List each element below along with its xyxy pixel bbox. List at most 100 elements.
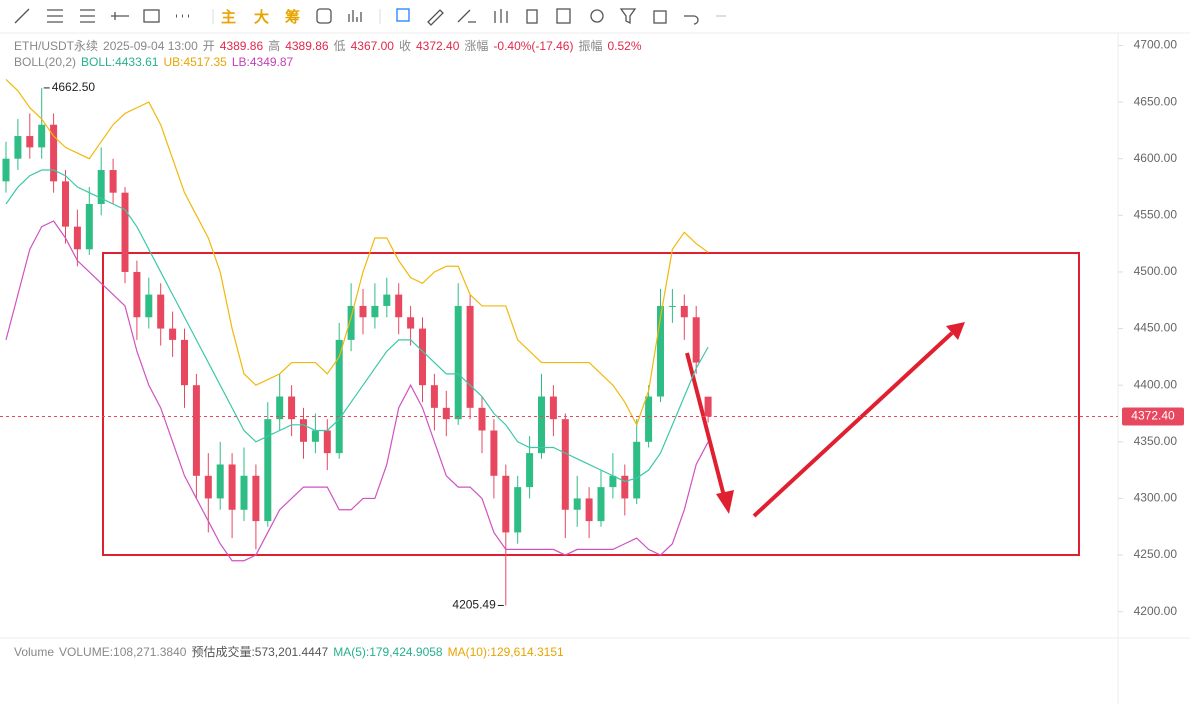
info-label: 高 — [268, 39, 281, 53]
candle-body — [276, 396, 284, 420]
info-value: 4389.86 — [285, 39, 329, 53]
volume-readout: 预估成交量:573,201.4447 — [191, 645, 329, 659]
candle-body — [14, 136, 22, 159]
candle-body — [192, 385, 200, 476]
candle-body — [216, 464, 224, 499]
max-label: 4662.50 — [52, 80, 96, 94]
y-tick-label: 4400.00 — [1134, 377, 1178, 391]
y-tick-label: 4200.00 — [1134, 604, 1178, 618]
candle-body — [657, 305, 664, 397]
candle-body — [228, 464, 236, 510]
candle-body — [478, 407, 486, 431]
info-label: 涨幅 — [464, 39, 489, 53]
indicator-name: BOLL(20,2) — [14, 55, 77, 69]
candle-body — [407, 317, 415, 329]
candle-body — [264, 419, 272, 522]
tool-main[interactable]: 主 — [221, 9, 237, 26]
info-value: -0.40%(-17.46) — [493, 39, 574, 53]
volume-readout: Volume — [14, 645, 55, 659]
candle-body — [204, 475, 212, 499]
candle-body — [383, 294, 391, 306]
candle-body — [26, 136, 34, 148]
candle-body — [668, 305, 676, 307]
candle-body — [169, 328, 177, 340]
candle-body — [609, 475, 617, 488]
volume-bar: Volume VOLUME:108,271.3840 预估成交量:573,201.4… — [14, 643, 569, 660]
candle-body — [157, 294, 165, 329]
candle-body — [2, 158, 10, 182]
candle-body — [645, 396, 653, 442]
symbol: ETH/USDT永续 — [14, 39, 99, 53]
indicator-readout: LB:4349.87 — [231, 55, 294, 69]
candle-body — [323, 430, 331, 454]
min-label: 4205.49 — [452, 598, 496, 612]
volume-readout: MA(5):179,424.9058 — [333, 645, 443, 659]
y-tick-label: 4550.00 — [1134, 207, 1178, 221]
info-value: 4389.86 — [219, 39, 264, 53]
indicator-readout: BOLL:4433.61 — [81, 55, 159, 69]
candle-body — [288, 396, 296, 420]
candle-body — [442, 407, 450, 420]
info-label: 低 — [333, 39, 346, 53]
info-value: 4372.40 — [416, 39, 460, 53]
y-tick-label: 4600.00 — [1134, 151, 1178, 165]
y-tick-label: 4450.00 — [1134, 321, 1178, 335]
candle-body — [240, 475, 248, 510]
bollinger-band — [5, 78, 709, 427]
y-tick-label: 4350.00 — [1134, 434, 1178, 448]
candle-body — [62, 181, 69, 227]
candle-body — [502, 475, 510, 533]
info-bar: ETH/USDT永续 2025-09-04 13:00 开 4389.86 高 4389.… — [14, 37, 647, 54]
last-price-tag — [1122, 407, 1184, 426]
candle-body — [181, 339, 188, 386]
candle-body — [133, 271, 141, 318]
y-tick-label: 4650.00 — [1134, 94, 1178, 108]
range-box — [102, 252, 1080, 556]
candle-body — [121, 192, 129, 272]
candle-body — [466, 305, 474, 408]
candle-body — [85, 204, 93, 250]
candle-body — [371, 305, 379, 318]
y-tick-label: 4500.00 — [1134, 264, 1178, 278]
last-price-label: 4372.40 — [1131, 409, 1175, 423]
candle-body — [252, 475, 260, 522]
candle-body — [704, 396, 712, 417]
candle-body — [573, 498, 581, 510]
candle-body — [680, 305, 688, 318]
candle-body — [73, 226, 81, 250]
candle-body — [692, 317, 700, 363]
candle-body — [597, 487, 605, 522]
candle-body — [311, 430, 319, 442]
bollinger-band — [5, 220, 709, 562]
candle-body — [549, 396, 557, 420]
info-value: 4367.00 — [350, 39, 394, 53]
candle-body — [145, 294, 153, 318]
indicator-readout: UB:4517.35 — [163, 55, 227, 69]
indicator-bar: BOLL(20,2) BOLL:4433.61 UB:4517.35 LB:4349.… — [14, 55, 298, 69]
info-label: 开 — [202, 39, 215, 53]
info-label: 收 — [398, 39, 411, 53]
tool-chips[interactable]: 筹 — [285, 9, 301, 26]
bollinger-band — [5, 169, 709, 483]
candle-body — [109, 170, 117, 193]
toolbar-icons[interactable] — [14, 8, 726, 26]
info-value: 0.52% — [607, 39, 642, 53]
candle-body — [359, 305, 367, 318]
candle-body — [621, 475, 629, 499]
candle-body — [454, 305, 462, 420]
candle-body — [97, 170, 105, 205]
candle-body — [38, 124, 46, 148]
candle-body — [526, 453, 534, 488]
candle-body — [347, 305, 355, 340]
tool-big[interactable]: 大 — [254, 9, 270, 26]
candle-body — [300, 419, 307, 442]
arrows — [685, 322, 965, 518]
time: 2025-09-04 13:00 — [103, 39, 198, 53]
y-tick-label: 4300.00 — [1134, 491, 1178, 505]
candle-body — [430, 385, 438, 408]
candle-body — [419, 328, 426, 386]
info-label: 振幅 — [578, 39, 603, 53]
candle-body — [585, 498, 593, 522]
